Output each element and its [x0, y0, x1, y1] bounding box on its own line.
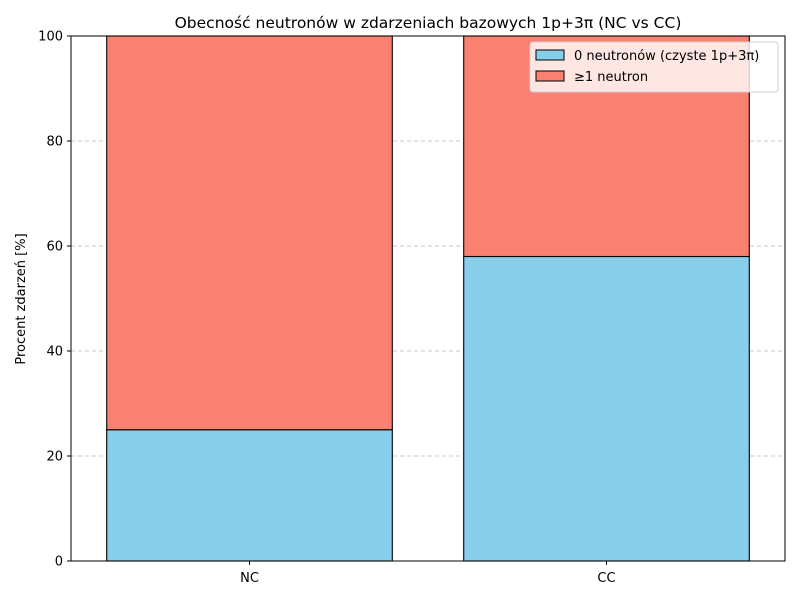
bar-nc-series-0 [106, 429, 393, 562]
legend-swatch-0 [535, 49, 565, 61]
y-tick-label-40: 40 [46, 345, 63, 360]
y-tick-label-80: 80 [46, 135, 63, 150]
bar-cc-series-0 [463, 255, 750, 562]
tick-marks: NC CC 0 20 40 60 80 100 [38, 30, 615, 587]
legend: 0 neutronów (czyste 1p+3π) ≥1 neutron [529, 41, 779, 93]
y-axis-label: Procent zdarzeń [%] [14, 233, 29, 364]
x-tick-label-cc: CC [597, 571, 615, 586]
chart-title: Obecność neutronów w zdarzeniach bazowyc… [175, 14, 682, 32]
plot-frame [70, 35, 786, 562]
y-tick-label-60: 60 [46, 240, 63, 255]
legend-label-1: ≥1 neutron [574, 70, 648, 85]
axes [70, 35, 786, 562]
y-tick-label-100: 100 [38, 30, 63, 45]
y-tick-label-0: 0 [55, 555, 63, 570]
legend-box [529, 41, 779, 93]
legend-swatch-1 [535, 70, 565, 82]
legend-label-0: 0 neutronów (czyste 1p+3π) [574, 49, 759, 64]
bars [106, 35, 750, 562]
x-tick-label-nc: NC [240, 571, 259, 586]
bar-nc-series-1 [106, 35, 393, 431]
y-tick-label-20: 20 [46, 450, 63, 465]
